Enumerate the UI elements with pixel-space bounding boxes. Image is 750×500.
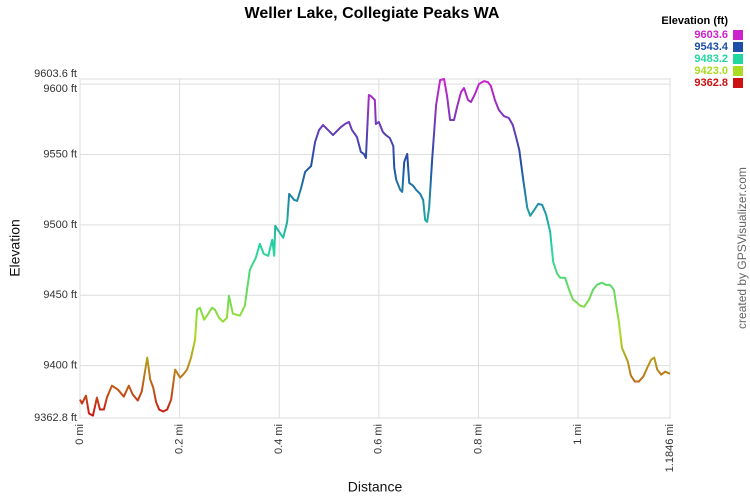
legend-swatch [733, 30, 743, 40]
x-tick-label: 1 mi [572, 424, 584, 445]
legend-swatch [733, 54, 743, 64]
legend-label: 9543.4 [694, 41, 729, 53]
x-axis-label: Distance [348, 479, 403, 495]
x-tick-label: 1.1846 mi [664, 424, 676, 472]
y-tick-label: 9600 ft [43, 83, 77, 95]
plot-area [79, 78, 671, 419]
y-tick-label: 9450 ft [43, 289, 77, 301]
chart-title: Weller Lake, Collegiate Peaks WA [245, 5, 500, 22]
x-tick-label: 0.8 mi [472, 424, 484, 454]
x-tick-label: 0.2 mi [174, 424, 186, 454]
x-tick-label: 0.6 mi [373, 424, 385, 454]
y-tick-label: 9550 ft [43, 148, 77, 160]
legend-swatch [733, 66, 743, 76]
legend-swatch [733, 42, 743, 52]
legend-title: Elevation (ft) [661, 15, 728, 27]
y-tick-label: 9500 ft [43, 219, 77, 231]
credit: created by GPSVisualizer.com [735, 167, 749, 329]
legend-label: 9603.6 [694, 29, 728, 41]
y-axis-label: Elevation [7, 219, 23, 277]
x-tick-label: 0.4 mi [273, 424, 285, 454]
legend-label: 9362.8 [694, 77, 728, 89]
y-tick-label: 9362.8 ft [34, 412, 77, 424]
legend-label: 9423.0 [694, 65, 728, 77]
legend-swatch [733, 78, 743, 88]
elevation-line [79, 78, 671, 417]
legend-label: 9483.2 [694, 53, 728, 65]
x-tick-label: 0 mi [74, 424, 86, 445]
y-tick-label: 9603.6 ft [34, 68, 77, 80]
y-tick-label: 9400 ft [43, 360, 77, 372]
